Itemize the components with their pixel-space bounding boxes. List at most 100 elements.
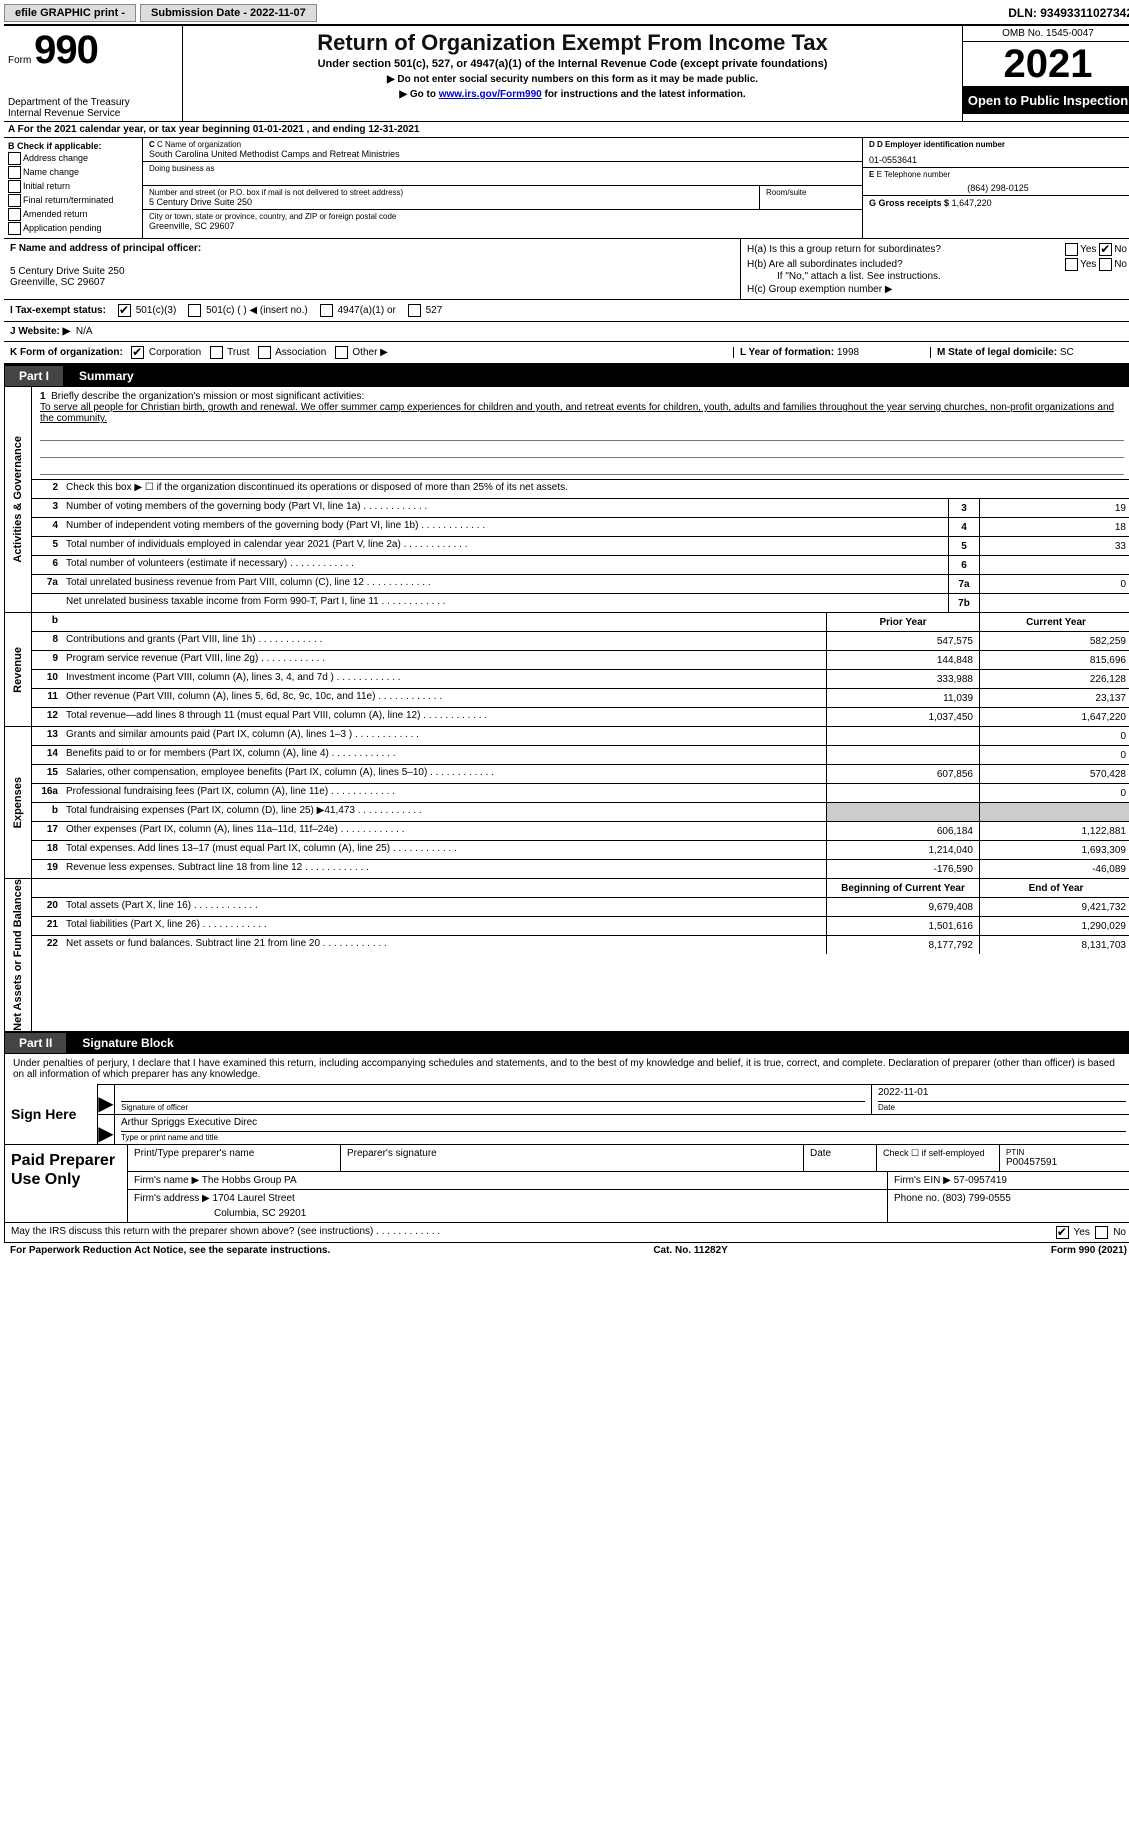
sign-here-label: Sign Here bbox=[5, 1084, 98, 1144]
efile-button[interactable]: efile GRAPHIC print - bbox=[4, 4, 136, 22]
gov-label: Activities & Governance bbox=[12, 436, 24, 563]
col-c: C C Name of organization South Carolina … bbox=[143, 138, 863, 238]
summary-row: 10 Investment income (Part VIII, column … bbox=[32, 670, 1129, 689]
gross-receipts: 1,647,220 bbox=[952, 198, 992, 208]
top-bar: efile GRAPHIC print - Submission Date - … bbox=[4, 4, 1129, 22]
form-number: 990 bbox=[34, 28, 98, 72]
summary-row: 11 Other revenue (Part VIII, column (A),… bbox=[32, 689, 1129, 708]
form-word: Form bbox=[8, 55, 31, 66]
paid-preparer: Paid Preparer Use Only Print/Type prepar… bbox=[4, 1145, 1129, 1223]
city-cell: City or town, state or province, country… bbox=[143, 210, 862, 233]
dln-label: DLN: 93493311027342 bbox=[1008, 6, 1129, 20]
summary-row: b Total fundraising expenses (Part IX, c… bbox=[32, 803, 1129, 822]
signature-block: Under penalties of perjury, I declare th… bbox=[4, 1054, 1129, 1145]
ein-value: 01-0553641 bbox=[869, 155, 1127, 165]
expenses-section: Expenses 13 Grants and similar amounts p… bbox=[4, 727, 1129, 879]
paid-label: Paid Preparer Use Only bbox=[5, 1145, 128, 1222]
open-inspection: Open to Public Inspection bbox=[963, 87, 1129, 114]
row-f: F Name and address of principal officer:… bbox=[4, 239, 741, 299]
summary-row: 14 Benefits paid to or for members (Part… bbox=[32, 746, 1129, 765]
street-address: 5 Century Drive Suite 250 bbox=[149, 197, 753, 207]
summary-row: 15 Salaries, other compensation, employe… bbox=[32, 765, 1129, 784]
main-info: B Check if applicable: Address change Na… bbox=[4, 138, 1129, 239]
rev-label: Revenue bbox=[12, 647, 24, 693]
header-row: Form 990 Department of the Treasury Inte… bbox=[4, 26, 1129, 122]
summary-row: 6 Total number of volunteers (estimate i… bbox=[32, 556, 1129, 575]
rev-header: b Prior Year Current Year bbox=[32, 613, 1129, 632]
summary-row: 5 Total number of individuals employed i… bbox=[32, 537, 1129, 556]
net-label: Net Assets or Fund Balances bbox=[12, 879, 24, 1031]
header-left: Form 990 Department of the Treasury Inte… bbox=[4, 26, 183, 121]
summary-row: 3 Number of voting members of the govern… bbox=[32, 499, 1129, 518]
row-k: K Form of organization: Corporation Trus… bbox=[4, 342, 1129, 363]
irs-link[interactable]: www.irs.gov/Form990 bbox=[439, 89, 542, 100]
phone-value: (864) 298-0125 bbox=[869, 183, 1127, 193]
header-center: Return of Organization Exempt From Incom… bbox=[183, 26, 963, 121]
mission-text: To serve all people for Christian birth,… bbox=[40, 402, 1124, 424]
row-a: A For the 2021 calendar year, or tax yea… bbox=[4, 122, 1129, 138]
cat-no: Cat. No. 11282Y bbox=[653, 1245, 727, 1256]
submission-button[interactable]: Submission Date - 2022-11-07 bbox=[140, 4, 317, 22]
part2-tab: Part II bbox=[5, 1033, 66, 1053]
summary-row: 4 Number of independent voting members o… bbox=[32, 518, 1129, 537]
gross-cell: G Gross receipts $ 1,647,220 bbox=[863, 196, 1129, 210]
col-b-title: B Check if applicable: bbox=[8, 141, 138, 151]
officer-name: Arthur Spriggs Executive Direc bbox=[121, 1117, 1126, 1131]
summary-row: 9 Program service revenue (Part VIII, li… bbox=[32, 651, 1129, 670]
city-state-zip: Greenville, SC 29607 bbox=[149, 221, 856, 231]
row-i: I Tax-exempt status: 501(c)(3) 501(c) ( … bbox=[4, 300, 1129, 322]
mission-block: 1 Briefly describe the organization's mi… bbox=[32, 387, 1129, 480]
phone-cell: E E Telephone number (864) 298-0125 bbox=[863, 168, 1129, 196]
ptin: P00457591 bbox=[1006, 1157, 1126, 1168]
firm-ein: 57-0957419 bbox=[954, 1175, 1007, 1186]
row-h: H(a) Is this a group return for subordin… bbox=[741, 239, 1129, 299]
col-d: D D Employer identification number 01-05… bbox=[863, 138, 1129, 238]
paperwork-notice: For Paperwork Reduction Act Notice, see … bbox=[10, 1245, 330, 1256]
goto-note: ▶ Go to www.irs.gov/Form990 for instruct… bbox=[191, 89, 954, 100]
part1-header: Part I Summary bbox=[4, 365, 1129, 387]
summary-row: 21 Total liabilities (Part X, line 26) 1… bbox=[32, 917, 1129, 936]
summary-row: 17 Other expenses (Part IX, column (A), … bbox=[32, 822, 1129, 841]
org-name: South Carolina United Methodist Camps an… bbox=[149, 149, 856, 159]
part1-tab: Part I bbox=[5, 366, 63, 386]
row-fgh: F Name and address of principal officer:… bbox=[4, 239, 1129, 300]
form-990: Form 990 Department of the Treasury Inte… bbox=[4, 24, 1129, 365]
summary-row: Net unrelated business taxable income fr… bbox=[32, 594, 1129, 612]
summary-row: 8 Contributions and grants (Part VIII, l… bbox=[32, 632, 1129, 651]
irs-label: Internal Revenue Service bbox=[8, 108, 178, 119]
firm-phone: (803) 799-0555 bbox=[942, 1193, 1010, 1204]
netassets-section: Net Assets or Fund Balances Beginning of… bbox=[4, 879, 1129, 1032]
part1-title: Summary bbox=[71, 366, 1129, 386]
dba-cell: Doing business as bbox=[143, 162, 862, 186]
net-header: Beginning of Current Year End of Year bbox=[32, 879, 1129, 898]
row-j: J Website: ▶ N/A bbox=[4, 322, 1129, 342]
tax-year: 2021 bbox=[963, 42, 1129, 87]
org-name-cell: C C Name of organization South Carolina … bbox=[143, 138, 862, 162]
omb-number: OMB No. 1545-0047 bbox=[963, 26, 1129, 42]
summary-row: 13 Grants and similar amounts paid (Part… bbox=[32, 727, 1129, 746]
summary-row: 20 Total assets (Part X, line 16) 9,679,… bbox=[32, 898, 1129, 917]
address-cell: Number and street (or P.O. box if mail i… bbox=[143, 186, 862, 210]
exp-label: Expenses bbox=[12, 777, 24, 828]
summary-row: 22 Net assets or fund balances. Subtract… bbox=[32, 936, 1129, 954]
governance-section: Activities & Governance 1 Briefly descri… bbox=[4, 387, 1129, 613]
header-right: OMB No. 1545-0047 2021 Open to Public In… bbox=[963, 26, 1129, 121]
firm-name: The Hobbs Group PA bbox=[202, 1175, 297, 1186]
summary-row: 12 Total revenue—add lines 8 through 11 … bbox=[32, 708, 1129, 726]
page-footer: For Paperwork Reduction Act Notice, see … bbox=[4, 1243, 1129, 1258]
part2-header: Part II Signature Block bbox=[4, 1032, 1129, 1054]
summary-row: 19 Revenue less expenses. Subtract line … bbox=[32, 860, 1129, 878]
form-subtitle: Under section 501(c), 527, or 4947(a)(1)… bbox=[191, 58, 954, 70]
dept-treasury: Department of the Treasury bbox=[8, 97, 178, 108]
perjury-decl: Under penalties of perjury, I declare th… bbox=[5, 1054, 1129, 1084]
ssn-note: ▶ Do not enter social security numbers o… bbox=[191, 74, 954, 85]
form-title: Return of Organization Exempt From Incom… bbox=[191, 30, 954, 56]
summary-row: 16a Professional fundraising fees (Part … bbox=[32, 784, 1129, 803]
part2-title: Signature Block bbox=[74, 1033, 1129, 1053]
summary-row: 7a Total unrelated business revenue from… bbox=[32, 575, 1129, 594]
discuss-row: May the IRS discuss this return with the… bbox=[4, 1223, 1129, 1243]
col-cd: C C Name of organization South Carolina … bbox=[143, 138, 1129, 238]
col-b: B Check if applicable: Address change Na… bbox=[4, 138, 143, 238]
summary-row: 18 Total expenses. Add lines 13–17 (must… bbox=[32, 841, 1129, 860]
form-ref: Form 990 (2021) bbox=[1051, 1245, 1127, 1256]
